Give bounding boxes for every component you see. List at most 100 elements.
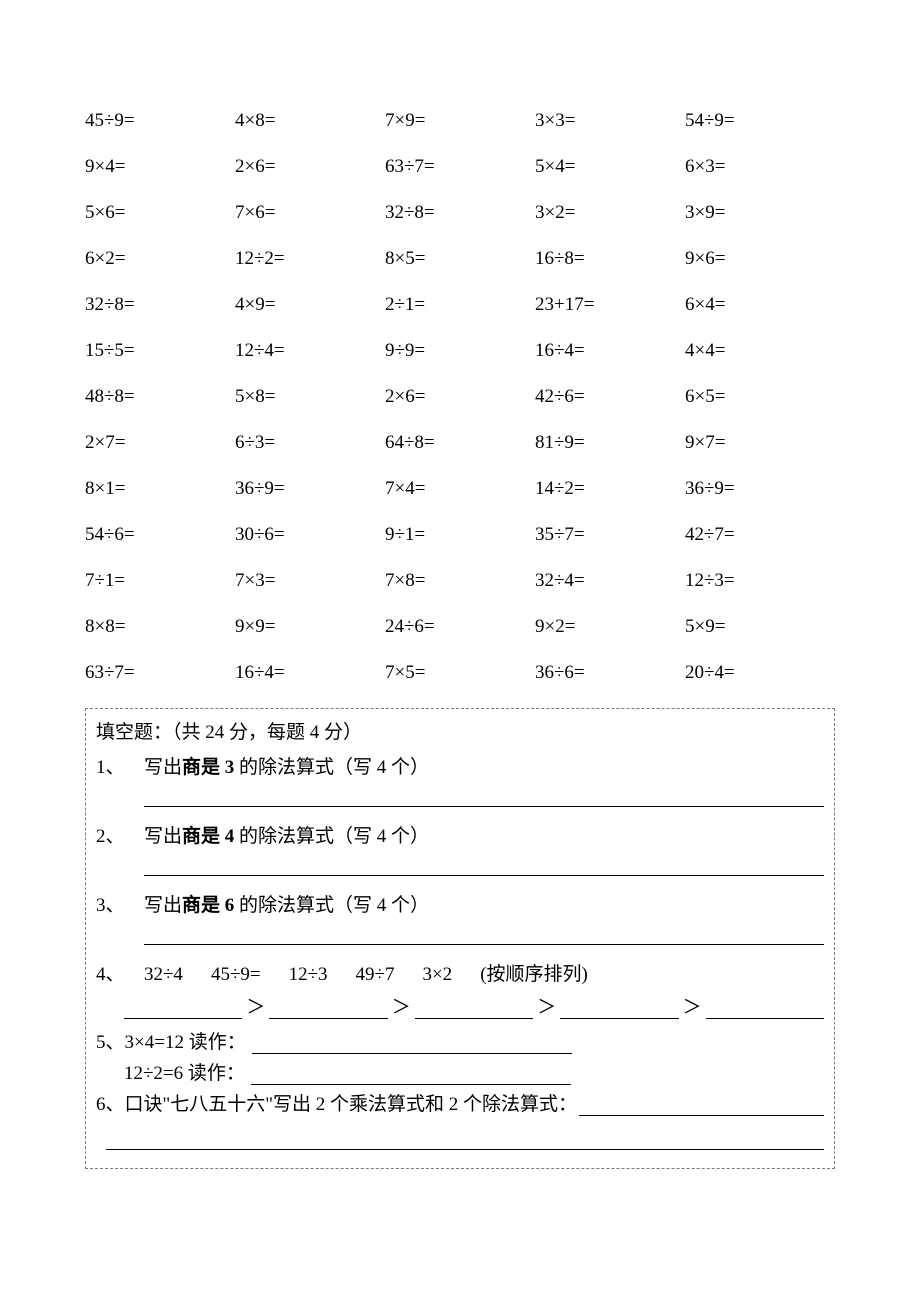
math-cell: 7×5= — [385, 662, 535, 684]
math-cell: 63÷7= — [385, 156, 535, 178]
q6-number: 6、 — [96, 1089, 125, 1116]
q4-e5: 3×2 — [422, 964, 452, 986]
q6-blank — [579, 1096, 824, 1116]
math-cell: 64÷8= — [385, 432, 535, 454]
q4-e4: 49÷7 — [356, 964, 395, 986]
q2-bold: 商是 4 — [182, 826, 234, 847]
math-cell: 8×5= — [385, 248, 535, 270]
math-cell: 4×9= — [235, 294, 385, 316]
math-cell: 8×1= — [85, 478, 235, 500]
math-cell: 3×3= — [535, 110, 685, 132]
math-cell: 9×9= — [235, 616, 385, 638]
grid-row: 9×4= 2×6= 63÷7= 5×4= 6×3= — [85, 156, 835, 178]
grid-row: 63÷7= 16÷4= 7×5= 36÷6= 20÷4= — [85, 662, 835, 684]
question-1: 1、 写出商是 3 的除法算式（写 4 个） — [96, 752, 824, 779]
q4-e3: 12÷3 — [289, 964, 328, 986]
q4-blank — [560, 999, 678, 1019]
math-cell: 36÷6= — [535, 662, 685, 684]
q2-post: 的除法算式（写 4 个） — [234, 826, 429, 847]
math-cell: 54÷9= — [685, 110, 835, 132]
q1-post: 的除法算式（写 4 个） — [234, 757, 429, 778]
question-2: 2、 写出商是 4 的除法算式（写 4 个） — [96, 821, 824, 848]
math-cell: 32÷8= — [385, 202, 535, 224]
gt-symbol: ＞ — [388, 992, 415, 1019]
grid-row: 6×2= 12÷2= 8×5= 16÷8= 9×6= — [85, 248, 835, 270]
q4-hint: (按顺序排列) — [480, 959, 588, 986]
math-cell: 81÷9= — [535, 432, 685, 454]
question-3: 3、 写出商是 6 的除法算式（写 4 个） — [96, 890, 824, 917]
worksheet-page: 45÷9= 4×8= 7×9= 3×3= 54÷9= 9×4= 2×6= 63÷… — [0, 0, 920, 1229]
math-cell: 7×4= — [385, 478, 535, 500]
math-cell: 15÷5= — [85, 340, 235, 362]
fill-header: 填空题：（共 24 分，每题 4 分） — [96, 717, 824, 744]
math-cell: 5×9= — [685, 616, 835, 638]
fill-blank-section: 填空题：（共 24 分，每题 4 分） 1、 写出商是 3 的除法算式（写 4 … — [85, 708, 835, 1169]
arithmetic-grid: 45÷9= 4×8= 7×9= 3×3= 54÷9= 9×4= 2×6= 63÷… — [85, 110, 835, 684]
grid-row: 48÷8= 5×8= 2×6= 42÷6= 6×5= — [85, 386, 835, 408]
math-cell: 36÷9= — [235, 478, 385, 500]
question-6: 6、 口诀"七八五十六"写出 2 个乘法算式和 2 个除法算式： — [96, 1089, 824, 1116]
grid-row: 2×7= 6÷3= 64÷8= 81÷9= 9×7= — [85, 432, 835, 454]
math-cell: 5×6= — [85, 202, 235, 224]
math-cell: 63÷7= — [85, 662, 235, 684]
grid-row: 15÷5= 12÷4= 9÷9= 16÷4= 4×4= — [85, 340, 835, 362]
q4-number: 4、 — [96, 959, 144, 986]
q1-bold: 商是 3 — [182, 757, 234, 778]
q1-number: 1、 — [96, 752, 144, 779]
question-5a: 5、 3×4=12 读作： — [96, 1027, 824, 1054]
q4-blank — [706, 999, 824, 1019]
grid-row: 8×8= 9×9= 24÷6= 9×2= 5×9= — [85, 616, 835, 638]
math-cell: 6×4= — [685, 294, 835, 316]
q6-answer-line — [106, 1124, 824, 1150]
q4-e1: 32÷4 — [144, 964, 183, 986]
q4-blank — [415, 999, 533, 1019]
q3-number: 3、 — [96, 890, 144, 917]
grid-row: 8×1= 36÷9= 7×4= 14÷2= 36÷9= — [85, 478, 835, 500]
math-cell: 6×5= — [685, 386, 835, 408]
q5-number: 5、 — [96, 1027, 125, 1054]
q4-e2: 45÷9= — [211, 964, 261, 986]
math-cell: 20÷4= — [685, 662, 835, 684]
math-cell: 5×8= — [235, 386, 385, 408]
q2-answer-line — [144, 854, 824, 876]
math-cell: 12÷3= — [685, 570, 835, 592]
math-cell: 9×2= — [535, 616, 685, 638]
math-cell: 2÷1= — [385, 294, 535, 316]
q5a-text: 3×4=12 读作： — [125, 1027, 246, 1054]
q2-number: 2、 — [96, 821, 144, 848]
grid-row: 54÷6= 30÷6= 9÷1= 35÷7= 42÷7= — [85, 524, 835, 546]
math-cell: 7×8= — [385, 570, 535, 592]
math-cell: 9×7= — [685, 432, 835, 454]
math-cell: 16÷4= — [535, 340, 685, 362]
math-cell: 8×8= — [85, 616, 235, 638]
grid-row: 45÷9= 4×8= 7×9= 3×3= 54÷9= — [85, 110, 835, 132]
math-cell: 5×4= — [535, 156, 685, 178]
grid-row: 5×6= 7×6= 32÷8= 3×2= 3×9= — [85, 202, 835, 224]
q1-text: 写出商是 3 的除法算式（写 4 个） — [144, 752, 824, 779]
q5b-text: 12÷2=6 读作： — [124, 1058, 245, 1085]
math-cell: 2×7= — [85, 432, 235, 454]
math-cell: 4×8= — [235, 110, 385, 132]
math-cell: 23+17= — [535, 294, 685, 316]
math-cell: 3×2= — [535, 202, 685, 224]
math-cell: 54÷6= — [85, 524, 235, 546]
math-cell: 32÷4= — [535, 570, 685, 592]
q2-text: 写出商是 4 的除法算式（写 4 个） — [144, 821, 824, 848]
q3-text: 写出商是 6 的除法算式（写 4 个） — [144, 890, 824, 917]
question-5b: 12÷2=6 读作： — [124, 1058, 824, 1085]
math-cell: 2×6= — [385, 386, 535, 408]
q3-bold: 商是 6 — [182, 895, 234, 916]
math-cell: 16÷4= — [235, 662, 385, 684]
grid-row: 32÷8= 4×9= 2÷1= 23+17= 6×4= — [85, 294, 835, 316]
math-cell: 2×6= — [235, 156, 385, 178]
math-cell: 35÷7= — [535, 524, 685, 546]
math-cell: 6÷3= — [235, 432, 385, 454]
q1-pre: 写出 — [144, 757, 182, 778]
gt-symbol: ＞ — [242, 992, 269, 1019]
q3-answer-line — [144, 923, 824, 945]
q4-blank — [269, 999, 387, 1019]
grid-row: 7÷1= 7×3= 7×8= 32÷4= 12÷3= — [85, 570, 835, 592]
math-cell: 9÷9= — [385, 340, 535, 362]
q3-post: 的除法算式（写 4 个） — [234, 895, 429, 916]
math-cell: 7×9= — [385, 110, 535, 132]
